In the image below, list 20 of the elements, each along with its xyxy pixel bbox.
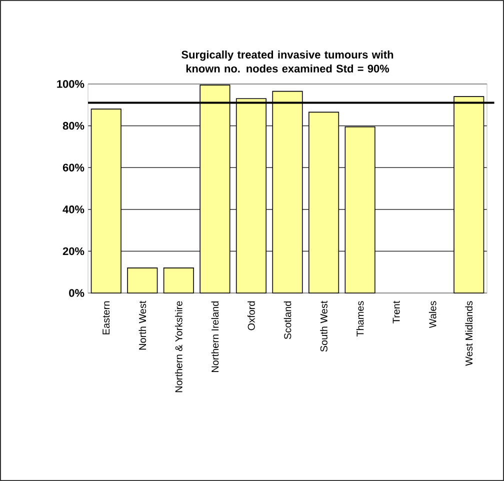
- x-tick-label: Trent: [392, 300, 400, 324]
- x-tick-label: North West: [138, 300, 146, 350]
- y-tick-label: 20%: [62, 247, 84, 256]
- x-tick-label: Eastern: [102, 301, 110, 334]
- x-tick-label: Wales: [428, 301, 436, 328]
- bar: [163, 268, 194, 294]
- x-tick-label: Northern & Yorkshire: [175, 301, 182, 392]
- x-tick-label: Thames: [356, 301, 364, 337]
- y-tick-label: 0%: [69, 289, 84, 297]
- chart-title: Surgically treated invasive tumours with known no. nodes examined Std = 90%: [182, 50, 394, 72]
- y-tick-label: 60%: [62, 164, 84, 172]
- x-tick-label: Oxford: [248, 301, 255, 330]
- x-tick-label: Northern Ireland: [211, 301, 219, 372]
- y-tick-label: 40%: [62, 206, 84, 214]
- y-tick-label: 80%: [62, 122, 84, 130]
- x-tick-label: South West: [320, 300, 328, 352]
- bar: [127, 268, 158, 294]
- x-tick-label: West Midlands: [465, 301, 473, 366]
- x-tick-label: Scotland: [284, 301, 292, 340]
- y-tick-label: 100%: [57, 80, 84, 88]
